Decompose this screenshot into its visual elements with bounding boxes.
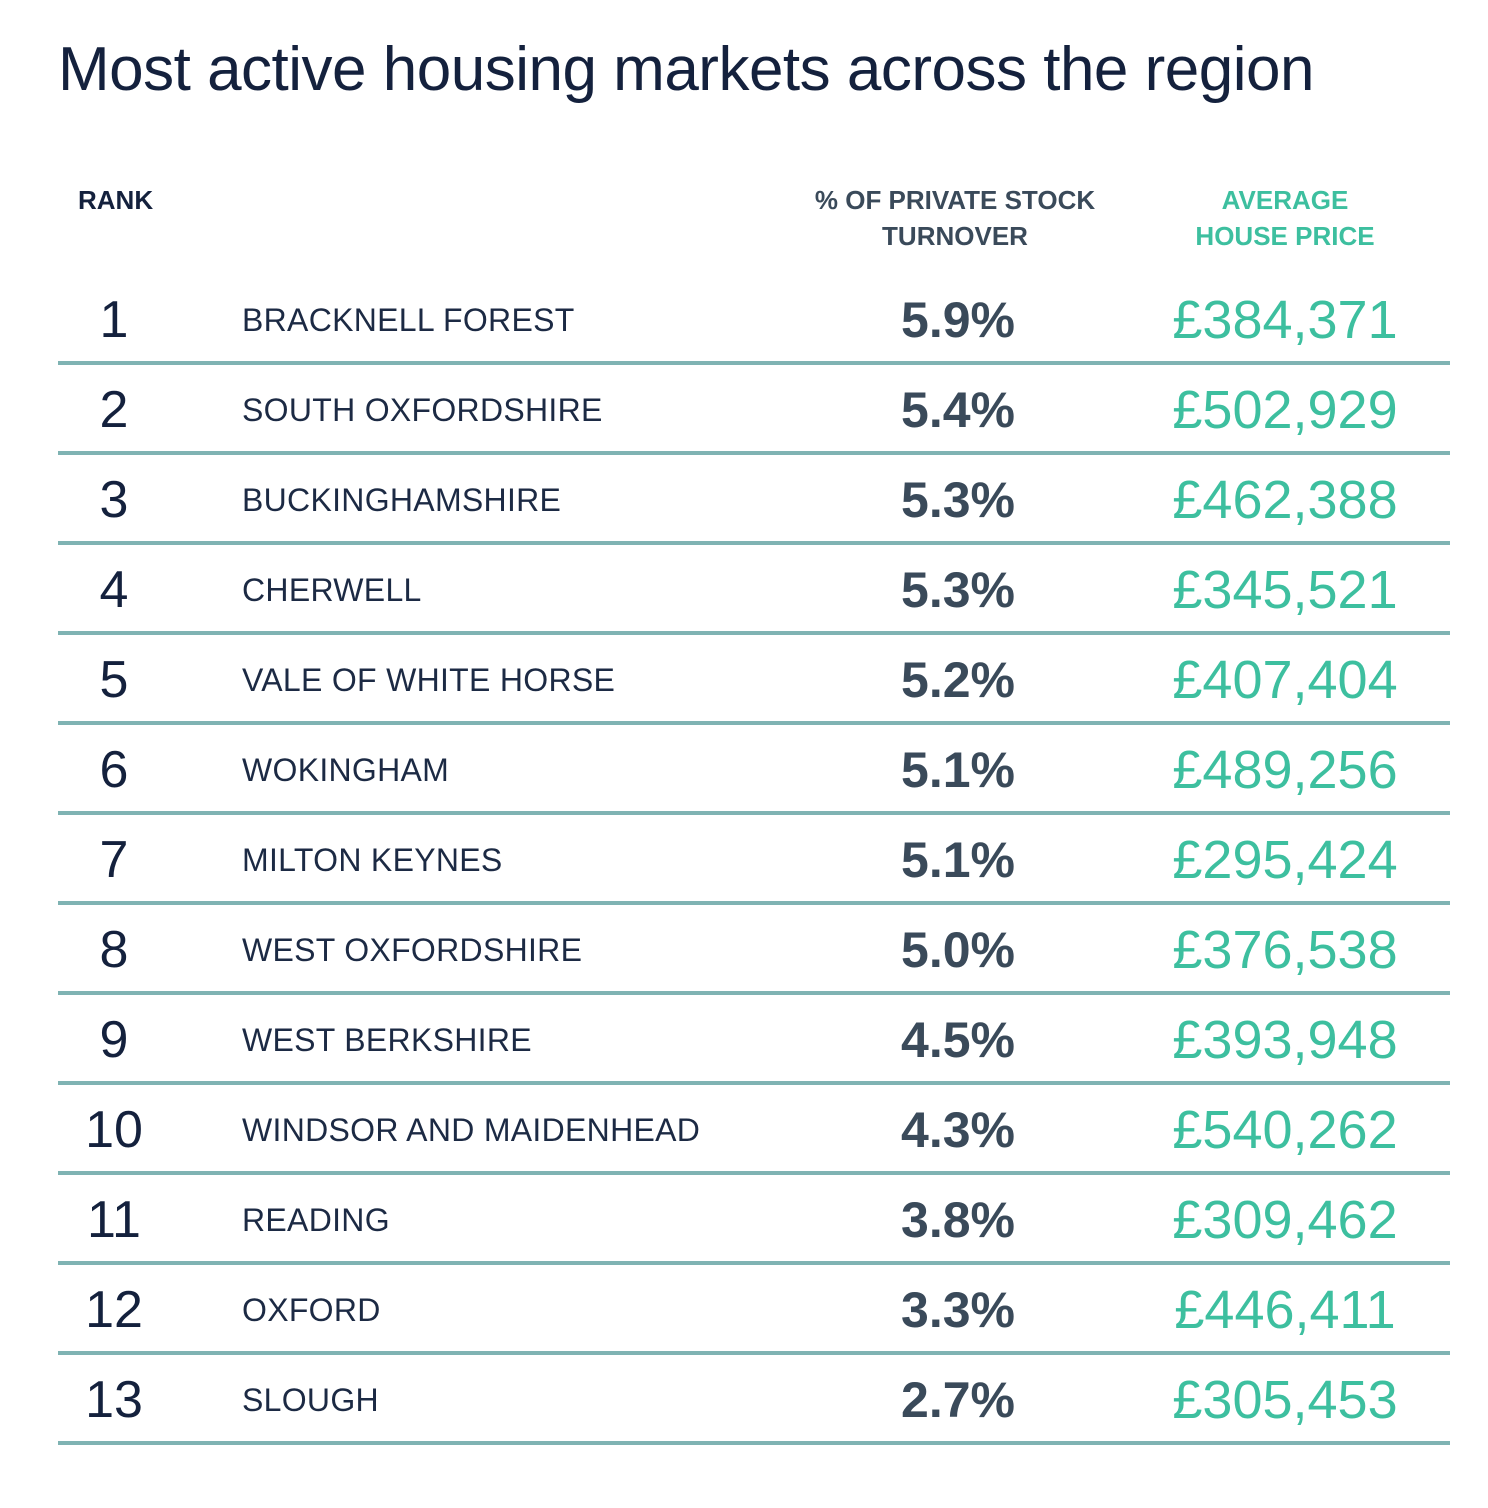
area-name-cell: WEST BERKSHIRE: [242, 1022, 532, 1058]
column-header-price: AVERAGE HOUSE PRICE: [1150, 182, 1420, 254]
price-cell: £540,262: [1172, 1100, 1398, 1160]
price-cell: £305,453: [1172, 1370, 1398, 1430]
price-cell: £393,948: [1172, 1010, 1398, 1070]
table-row: 9 WEST BERKSHIRE 4.5% £393,948: [58, 995, 1450, 1085]
ranking-table: 1 BRACKNELL FOREST 5.9% £384,371 2 SOUTH…: [58, 275, 1450, 1445]
turnover-cell: 5.0%: [901, 922, 1015, 978]
rank-cell: 3: [99, 471, 129, 529]
area-name-cell: WEST OXFORDSHIRE: [242, 932, 583, 968]
table-row: 4 CHERWELL 5.3% £345,521: [58, 545, 1450, 635]
rank-cell: 11: [87, 1191, 141, 1249]
turnover-cell: 2.7%: [901, 1372, 1015, 1428]
price-cell: £407,404: [1172, 650, 1398, 710]
table-row: 13 SLOUGH 2.7% £305,453: [58, 1355, 1450, 1445]
table-row: 1 BRACKNELL FOREST 5.9% £384,371: [58, 275, 1450, 365]
area-name-cell: SOUTH OXFORDSHIRE: [242, 392, 603, 428]
price-cell: £309,462: [1172, 1190, 1398, 1250]
area-name-cell: BRACKNELL FOREST: [242, 302, 575, 338]
table-row: 8 WEST OXFORDSHIRE 5.0% £376,538: [58, 905, 1450, 995]
column-header-price-line1: AVERAGE: [1221, 185, 1349, 215]
rank-cell: 5: [99, 651, 129, 709]
table-row: 6 WOKINGHAM 5.1% £489,256: [58, 725, 1450, 815]
price-cell: £384,371: [1172, 290, 1398, 350]
price-cell: £295,424: [1172, 830, 1398, 890]
area-name-cell: OXFORD: [242, 1292, 381, 1328]
table-row: 12 OXFORD 3.3% £446,411: [58, 1265, 1450, 1355]
area-name-cell: VALE OF WHITE HORSE: [242, 662, 616, 698]
price-cell: £502,929: [1172, 380, 1398, 440]
table-row: 7 MILTON KEYNES 5.1% £295,424: [58, 815, 1450, 905]
column-header-turnover-line1: % OF PRIVATE STOCK: [814, 185, 1096, 215]
price-cell: £376,538: [1172, 920, 1398, 980]
table-row: 10 WINDSOR AND MAIDENHEAD 4.3% £540,262: [58, 1085, 1450, 1175]
price-cell: £345,521: [1172, 560, 1398, 620]
rank-cell: 7: [99, 831, 129, 889]
column-header-price-line2: HOUSE PRICE: [1195, 221, 1375, 251]
rank-cell: 2: [99, 381, 129, 439]
turnover-cell: 4.5%: [901, 1012, 1015, 1068]
turnover-cell: 5.1%: [901, 742, 1015, 798]
price-cell: £446,411: [1174, 1280, 1396, 1340]
page-title: Most active housing markets across the r…: [58, 35, 1314, 104]
table-row: 5 VALE OF WHITE HORSE 5.2% £407,404: [58, 635, 1450, 725]
rank-cell: 4: [99, 561, 129, 619]
table-row: 11 READING 3.8% £309,462: [58, 1175, 1450, 1265]
table-row: 2 SOUTH OXFORDSHIRE 5.4% £502,929: [58, 365, 1450, 455]
area-name-cell: MILTON KEYNES: [242, 842, 503, 878]
area-name-cell: READING: [242, 1202, 390, 1238]
table-row: 3 BUCKINGHAMSHIRE 5.3% £462,388: [58, 455, 1450, 545]
turnover-cell: 5.9%: [901, 292, 1015, 348]
price-cell: £489,256: [1172, 740, 1398, 800]
rank-cell: 13: [85, 1371, 143, 1429]
rank-cell: 8: [99, 921, 129, 979]
turnover-cell: 4.3%: [901, 1102, 1015, 1158]
area-name-cell: WINDSOR AND MAIDENHEAD: [242, 1112, 701, 1148]
turnover-cell: 5.3%: [901, 472, 1015, 528]
turnover-cell: 3.3%: [901, 1282, 1015, 1338]
area-name-cell: BUCKINGHAMSHIRE: [242, 482, 562, 518]
column-header-turnover: % OF PRIVATE STOCK TURNOVER: [790, 182, 1120, 254]
column-header-rank: RANK: [78, 185, 154, 215]
area-name-cell: SLOUGH: [242, 1382, 379, 1418]
turnover-cell: 3.8%: [901, 1192, 1015, 1248]
turnover-cell: 5.4%: [901, 382, 1015, 438]
area-name-cell: WOKINGHAM: [242, 752, 450, 788]
rank-cell: 9: [99, 1011, 129, 1069]
rank-cell: 10: [85, 1101, 143, 1159]
price-cell: £462,388: [1172, 470, 1398, 530]
turnover-cell: 5.2%: [901, 652, 1015, 708]
rank-cell: 6: [99, 741, 129, 799]
turnover-cell: 5.3%: [901, 562, 1015, 618]
turnover-cell: 5.1%: [901, 832, 1015, 888]
area-name-cell: CHERWELL: [242, 572, 422, 608]
rank-cell: 1: [99, 291, 129, 349]
rank-cell: 12: [85, 1281, 143, 1339]
column-header-turnover-line2: TURNOVER: [882, 221, 1028, 251]
